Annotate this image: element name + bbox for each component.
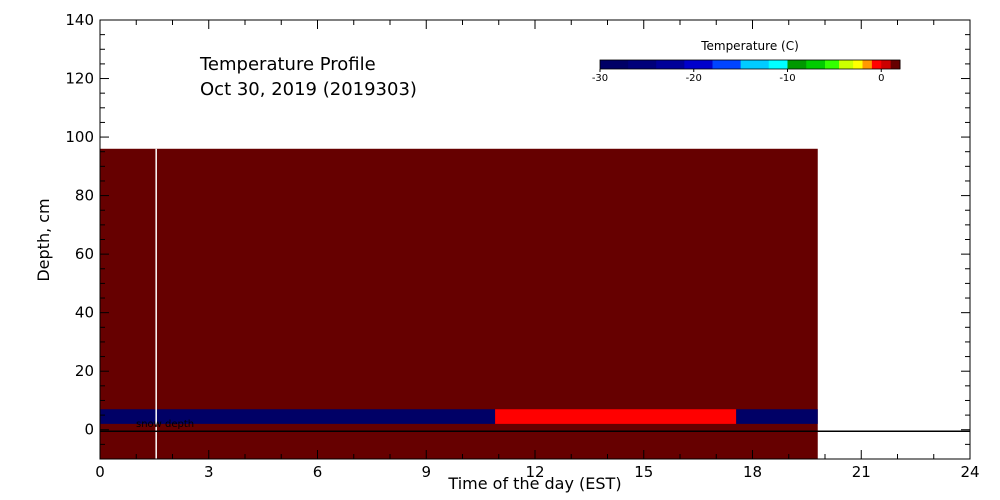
x-tick-label: 15	[634, 463, 653, 481]
colorbar-segment-11	[853, 60, 863, 69]
colorbar-segment-10	[839, 60, 854, 69]
heatmap-band-0	[100, 409, 496, 424]
colorbar-title: Temperature (C)	[700, 39, 799, 53]
x-tick-label: 9	[421, 463, 431, 481]
x-tick-label: 24	[960, 463, 979, 481]
colorbar-segment-14	[881, 60, 892, 69]
heatmap-band-1	[495, 409, 737, 424]
colorbar-segment-7	[787, 60, 807, 69]
colorbar-border	[599, 59, 901, 70]
colorbar-segment-8	[806, 60, 826, 69]
x-tick-label: 3	[204, 463, 214, 481]
x-tick-label: 12	[525, 463, 544, 481]
colorbar-tick-label: 0	[878, 73, 884, 84]
colorbar-segment-4	[712, 60, 742, 69]
chart-title: Temperature Profile	[199, 54, 376, 75]
colorbar-segment-2	[656, 60, 685, 69]
colorbar-tick-label: -10	[779, 73, 795, 84]
colorbar-segment-1	[628, 60, 657, 69]
x-tick-label: 21	[852, 463, 871, 481]
y-axis-title: Depth, cm	[34, 198, 53, 281]
colorbar-tick-label: -20	[686, 73, 702, 84]
y-tick-label: 100	[65, 128, 94, 146]
y-tick-label: 40	[75, 304, 94, 322]
colorbar-segment-15	[890, 60, 901, 69]
chart-subtitle: Oct 30, 2019 (2019303)	[200, 79, 417, 100]
heatmap-band-2	[736, 409, 818, 424]
x-tick-label: 6	[313, 463, 323, 481]
heatmap-background	[100, 148, 818, 460]
axis-ticks: 0 3 6 9 12 15 18 21 24 0 20 40 60 80 100 120 140	[65, 11, 979, 481]
colorbar-segment-13	[871, 60, 882, 69]
colorbar-tick-label: -30	[592, 73, 608, 84]
colorbar: -30 -20 -10 0	[592, 59, 901, 84]
y-tick-label: 80	[75, 187, 94, 205]
x-tick-label: 18	[743, 463, 762, 481]
x-axis-title: Time of the day (EST)	[447, 474, 621, 493]
data-layer	[100, 148, 970, 460]
colorbar-segment-0	[600, 60, 629, 69]
snow-depth-label: snow depth	[136, 419, 194, 430]
y-tick-label: 60	[75, 245, 94, 263]
y-tick-label: 120	[65, 70, 94, 88]
text-layer: Temperature Profile Oct 30, 2019 (201930…	[34, 39, 799, 493]
y-tick-label: 20	[75, 362, 94, 380]
colorbar-segment-9	[825, 60, 840, 69]
x-tick-label: 0	[95, 463, 105, 481]
colorbar-segment-12	[862, 60, 873, 69]
colorbar-segment-3	[684, 60, 713, 69]
y-tick-label: 0	[84, 421, 94, 439]
colorbar-segment-5	[740, 60, 770, 69]
y-tick-label: 140	[65, 11, 94, 29]
colorbar-segment-6	[768, 60, 788, 69]
